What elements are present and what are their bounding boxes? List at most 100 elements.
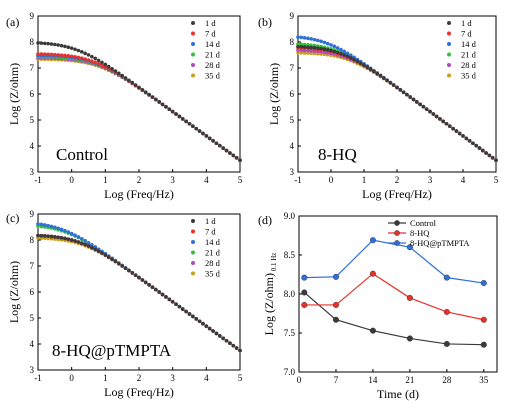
data-point (143, 280, 148, 285)
data-point (177, 114, 182, 119)
x-tick-label: 5 (238, 373, 243, 383)
data-point (174, 112, 178, 116)
x-tick-label: 2 (137, 373, 142, 383)
data-point (39, 52, 44, 56)
data-point (49, 42, 54, 46)
y-tick-label: 7 (290, 63, 295, 73)
data-point (296, 35, 300, 39)
data-point (339, 51, 343, 56)
data-point (322, 40, 327, 45)
x-tick-label: 4 (461, 175, 466, 185)
data-point (234, 156, 239, 160)
data-point (96, 249, 101, 253)
data-point (309, 45, 314, 50)
data-point (358, 61, 363, 65)
data-point (191, 314, 195, 319)
data-point (39, 41, 44, 45)
data-point (322, 47, 327, 51)
data-point (345, 51, 350, 56)
data-point (234, 346, 239, 350)
x-tick-label: -1 (34, 175, 42, 185)
data-point (187, 312, 192, 316)
y-tick-label: 7.5 (284, 328, 296, 338)
data-point (349, 56, 353, 60)
data-point (46, 234, 50, 238)
data-point (415, 100, 419, 104)
inset-caption: Control (56, 145, 108, 164)
data-point (395, 85, 399, 90)
data-point (480, 341, 487, 348)
data-point (231, 153, 236, 158)
chart-panel-2: (b) -1 0 1 2 3 4 5 3 4 5 6 7 8 9 Log (Freq/Hz) Log (Z/oh… (258, 11, 499, 201)
data-point (46, 223, 50, 228)
data-point (487, 153, 492, 158)
legend-label: 21 d (461, 50, 477, 60)
data-point (79, 241, 84, 246)
data-point (431, 112, 436, 116)
data-point (238, 158, 242, 163)
data-point (332, 316, 339, 323)
data-point (49, 234, 54, 239)
series-8-hq-ptmpta (301, 237, 487, 287)
y-tick-label: 7 (30, 261, 35, 271)
y-tick-label: 6 (30, 287, 35, 297)
y-tick-label: 9 (30, 11, 35, 21)
data-point (157, 290, 161, 294)
panel-label: (d) (258, 213, 272, 227)
data-point (224, 148, 229, 153)
data-point (332, 44, 337, 49)
y-tick-label: 4 (30, 141, 35, 151)
data-point (448, 124, 452, 128)
data-point (42, 223, 47, 227)
data-point (464, 136, 469, 141)
x-tick-label: 5 (494, 175, 499, 185)
data-point (93, 56, 98, 61)
data-point (296, 44, 300, 49)
legend-label: 21 d (205, 50, 221, 60)
data-point (130, 80, 135, 85)
data-point (480, 280, 487, 287)
legend-marker (191, 229, 195, 234)
data-point (100, 251, 104, 255)
data-point (301, 289, 308, 296)
legend: 1 d7 d14 d21 d28 d35 d (191, 18, 221, 81)
data-point (83, 242, 87, 247)
data-point (180, 117, 185, 121)
legend-label: 14 d (205, 39, 221, 49)
data-point (443, 340, 450, 347)
data-point (100, 60, 104, 65)
data-point (461, 134, 465, 138)
data-point (66, 230, 71, 234)
x-tick-label: 0 (69, 175, 74, 185)
data-point (160, 102, 165, 107)
data-point (59, 53, 64, 57)
data-point (83, 238, 87, 243)
legend-label: 35 d (205, 71, 221, 81)
x-axis-label: Log (Freq/Hz) (362, 187, 432, 201)
data-point (211, 139, 215, 143)
data-point (194, 126, 199, 131)
data-point (316, 38, 320, 43)
data-point (401, 90, 406, 95)
data-point (299, 48, 304, 53)
series-line (304, 272, 484, 321)
chart-panel-4: (d) 0 7 14 21 28 35 7.0 7.5 8.0 8.5 9.0 Time (d) Log … (258, 211, 498, 401)
data-point (49, 224, 54, 229)
data-point (309, 37, 314, 41)
legend-marker (191, 261, 195, 265)
data-point (137, 275, 141, 280)
x-tick-label: 1 (362, 175, 367, 185)
data-point (90, 245, 94, 250)
data-point (329, 43, 333, 47)
data-point (140, 87, 145, 92)
data-point (299, 51, 304, 55)
data-point (96, 58, 101, 63)
data-point (299, 35, 304, 40)
legend: 1 d7 d14 d21 d28 d35 d (191, 216, 221, 279)
y-axis-label-main: Log (Z/ohm) (262, 273, 276, 335)
data-point (56, 235, 60, 240)
data-point (301, 301, 308, 308)
data-point (42, 41, 47, 46)
legend-marker (191, 73, 195, 78)
data-point (204, 134, 209, 138)
